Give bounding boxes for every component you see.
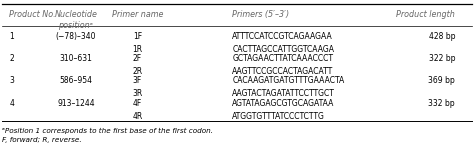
Text: ATGGTGTTTATCCCTCTTG: ATGGTGTTTATCCCTCTTG xyxy=(232,112,325,121)
Text: Product No.: Product No. xyxy=(9,10,56,19)
Text: 310–631: 310–631 xyxy=(59,54,92,63)
Text: 3: 3 xyxy=(9,76,14,85)
Text: F, forward; R, reverse.: F, forward; R, reverse. xyxy=(2,137,82,143)
Text: AAGTACTAGATATTCCTTGCT: AAGTACTAGATATTCCTTGCT xyxy=(232,89,335,98)
Text: ᵃPosition 1 corresponds to the first base of the first codon.: ᵃPosition 1 corresponds to the first bas… xyxy=(2,127,213,133)
Text: 1F: 1F xyxy=(133,32,142,41)
Text: AGTATAGAGCGTGCAGATAA: AGTATAGAGCGTGCAGATAA xyxy=(232,99,335,108)
Text: ATTTCCATCCGTCAGAAGAA: ATTTCCATCCGTCAGAAGAA xyxy=(232,32,333,41)
Text: 3R: 3R xyxy=(132,89,143,98)
Text: Product length: Product length xyxy=(396,10,455,19)
Text: 369 bp: 369 bp xyxy=(428,76,455,85)
Text: (−78)–340: (−78)–340 xyxy=(55,32,96,41)
Text: 332 bp: 332 bp xyxy=(428,99,455,108)
Text: 913–1244: 913–1244 xyxy=(57,99,95,108)
Text: 3F: 3F xyxy=(133,76,142,85)
Text: Nucleotide
positionᵃ: Nucleotide positionᵃ xyxy=(55,10,97,30)
Text: 2R: 2R xyxy=(132,67,143,76)
Text: 2: 2 xyxy=(9,54,14,63)
Text: GCTAGAACTTATCAAACCCT: GCTAGAACTTATCAAACCCT xyxy=(232,54,333,63)
Text: 1: 1 xyxy=(9,32,14,41)
Text: 2F: 2F xyxy=(133,54,142,63)
Text: 428 bp: 428 bp xyxy=(428,32,455,41)
Text: Primers (5′–3′): Primers (5′–3′) xyxy=(232,10,290,19)
Text: 4R: 4R xyxy=(132,112,143,121)
Text: CACTTAGCCATTGGTCAAGA: CACTTAGCCATTGGTCAAGA xyxy=(232,45,334,54)
Text: 4: 4 xyxy=(9,99,14,108)
Text: 586–954: 586–954 xyxy=(59,76,92,85)
Text: CACAAGATGATGTTTGAAACTA: CACAAGATGATGTTTGAAACTA xyxy=(232,76,345,85)
Text: AAGTTCCGCCACTAGACATT: AAGTTCCGCCACTAGACATT xyxy=(232,67,334,76)
Text: 1R: 1R xyxy=(132,45,143,54)
Text: Primer name: Primer name xyxy=(112,10,163,19)
Text: 4F: 4F xyxy=(133,99,142,108)
Text: 322 bp: 322 bp xyxy=(428,54,455,63)
